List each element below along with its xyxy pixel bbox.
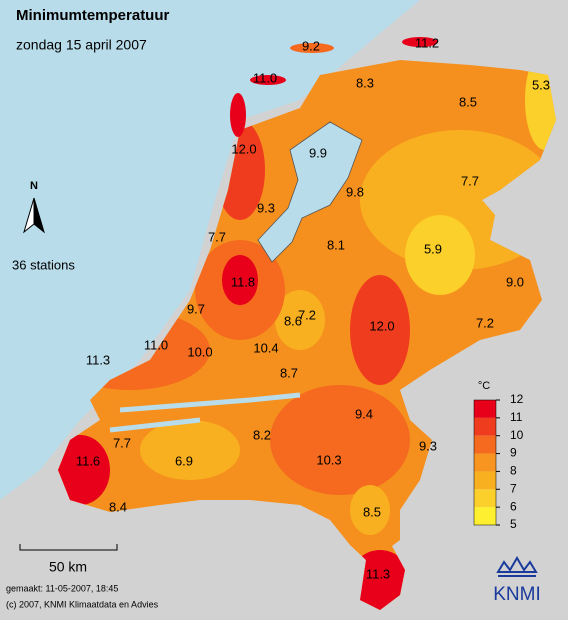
island — [290, 43, 334, 53]
legend-tick-label: 12 — [510, 392, 524, 406]
legend-swatch — [474, 417, 496, 436]
station-value: 7.7 — [461, 173, 479, 188]
island — [402, 37, 438, 47]
legend-frame — [473, 399, 497, 526]
station-value: 9.8 — [346, 184, 364, 199]
legend-swatch — [474, 489, 496, 508]
subtitle: zondag 15 april 2007 — [16, 37, 147, 53]
station-value: 10.4 — [253, 340, 278, 355]
station-value: 11.3 — [366, 566, 390, 581]
station-value: 11.3 — [86, 352, 110, 367]
field-zone — [350, 485, 390, 535]
field-zone — [275, 290, 325, 350]
legend-tick-label: 5 — [510, 517, 517, 531]
station-value: 11.8 — [231, 274, 255, 289]
station-value: 8.4 — [109, 499, 127, 514]
station-count: 36 stations — [12, 257, 75, 272]
legend-tick-label: 8 — [510, 464, 517, 478]
legend-swatch — [474, 453, 496, 472]
station-value: 7.7 — [113, 435, 131, 450]
station-value: 9.9 — [309, 145, 327, 160]
station-value: 9.2 — [302, 38, 320, 53]
station-value: 12.0 — [369, 318, 394, 333]
legend-swatch — [474, 400, 496, 418]
station-value: 5.9 — [424, 241, 442, 256]
legend-swatch — [474, 507, 496, 525]
station-value: 11.0 — [253, 70, 277, 85]
legend-tick-label: 6 — [510, 499, 517, 513]
title: Minimumtemperatuur — [16, 7, 170, 24]
station-value: 12.0 — [231, 141, 256, 156]
station-value: 8.7 — [280, 365, 298, 380]
field-zone — [140, 420, 240, 480]
station-labels: 9.2 11.2 11.0 8.3 5.3 8.5 12.0 9.9 9.8 7.7 9.3 7.7 8… — [76, 35, 550, 581]
rivers — [109, 392, 301, 433]
station-value: 8.2 — [253, 427, 271, 442]
station-value: 11.0 — [144, 337, 168, 352]
sea — [0, 0, 420, 500]
field-zone — [350, 275, 410, 385]
field-zone — [222, 255, 258, 305]
island — [230, 93, 246, 137]
legend-tick-label: 10 — [510, 428, 524, 442]
station-value: 7.7 — [208, 229, 226, 244]
station-value: 8.6 — [284, 313, 302, 328]
field-zone — [58, 435, 110, 505]
field-zone — [405, 215, 475, 295]
station-value: 7.2 — [476, 315, 494, 330]
legend-tick-label: 7 — [510, 481, 517, 495]
legend-tick-label: 9 — [510, 446, 517, 460]
legend: °C 12 11 10 9 8 7 6 5 — [473, 380, 524, 531]
legend-unit: °C — [478, 380, 490, 392]
station-value: 9.3 — [419, 438, 437, 453]
station-value: 5.3 — [532, 77, 550, 92]
scale-bar — [19, 544, 118, 551]
station-value: 9.0 — [506, 274, 524, 289]
ijsselmeer — [257, 121, 363, 263]
station-value: 8.1 — [327, 237, 345, 252]
station-value: 11.2 — [415, 35, 439, 50]
station-value: 10.3 — [316, 452, 341, 467]
station-value: 8.5 — [459, 94, 477, 109]
station-value: 8.3 — [356, 75, 374, 90]
legend-tick-label: 11 — [510, 410, 523, 424]
station-value: 9.3 — [257, 200, 275, 215]
station-value: 7.2 — [298, 307, 316, 322]
scale-label: 50 km — [49, 559, 87, 575]
copyright: (c) 2007, KNMI Klimaatdata en Advies — [6, 599, 159, 609]
logo-crown — [496, 556, 538, 577]
legend-swatch — [474, 471, 496, 490]
station-value: 9.4 — [355, 406, 373, 421]
island — [250, 75, 286, 85]
station-value: 6.9 — [175, 453, 193, 468]
north-arrow — [33, 197, 45, 234]
field-zone — [270, 385, 410, 495]
station-value: 10.0 — [187, 344, 212, 359]
logo: KNMI — [493, 584, 541, 605]
legend-swatch — [474, 435, 496, 454]
station-value: 9.7 — [187, 301, 205, 316]
station-value: 8.5 — [363, 504, 381, 519]
made-date: gemaakt: 11-05-2007, 18:45 — [6, 583, 118, 593]
station-value: 11.6 — [76, 453, 100, 468]
north-label: N — [30, 180, 38, 192]
